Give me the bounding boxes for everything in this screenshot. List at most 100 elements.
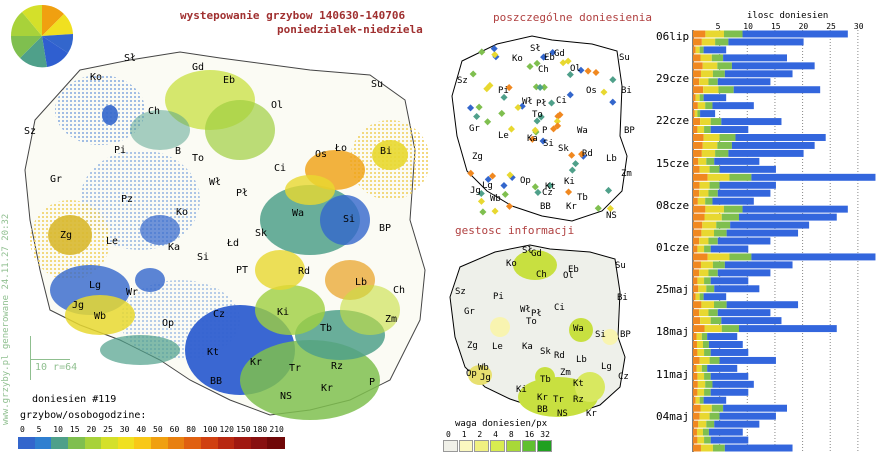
report-marker — [533, 59, 541, 67]
timeline-bar — [693, 62, 703, 70]
reports-region-label: Wb — [490, 194, 501, 204]
map-subtitle: poniedzialek-niedziela — [277, 23, 423, 36]
legend-title: grzybow/osobogodzine: — [20, 410, 147, 421]
legend-swatch — [250, 437, 268, 449]
timeline-bar — [706, 420, 715, 428]
timeline-bar — [699, 189, 709, 197]
timeline-bar — [705, 30, 724, 38]
density-region-label: Kr — [586, 409, 597, 419]
timeline-bar — [693, 436, 698, 444]
density-legend-value: 4 — [493, 430, 498, 439]
reports-region-label: Wa — [577, 126, 588, 136]
timeline-bar — [693, 325, 705, 333]
timeline-bar — [693, 102, 698, 110]
timeline-bar — [698, 285, 707, 293]
timeline-bar — [704, 348, 711, 356]
timeline-bar — [729, 253, 752, 261]
timeline-bar — [729, 173, 752, 181]
timeline-bar — [696, 341, 703, 348]
timeline-day-label: 29cze — [656, 72, 690, 86]
timeline-bar — [702, 341, 709, 348]
timeline-bar — [693, 173, 708, 181]
timeline-day-label: 18maj — [656, 325, 690, 339]
pie-logo — [10, 4, 74, 68]
report-marker — [604, 186, 613, 195]
reports-count: doniesien #119 — [32, 394, 117, 405]
timeline-bar — [739, 325, 837, 333]
density-region-label: Pł — [531, 309, 542, 319]
reports-region-label: Rd — [582, 149, 593, 159]
reports-region-label: Zg — [472, 152, 483, 162]
timeline-bar — [709, 356, 720, 364]
density-region-label: Wb — [478, 363, 489, 373]
timeline-bar — [719, 134, 736, 141]
density-legend-swatch — [490, 440, 505, 452]
timeline-bar — [693, 78, 700, 86]
timeline-bar — [703, 134, 720, 141]
timeline-bar — [717, 309, 771, 317]
legend-value: 10 — [53, 425, 63, 434]
timeline-bar — [735, 134, 826, 141]
timeline-bar — [723, 205, 743, 213]
timeline-bar — [698, 420, 707, 428]
timeline-bar — [693, 213, 705, 221]
legend-value: 5 — [36, 425, 42, 434]
density-region-label: Su — [615, 261, 626, 271]
timeline-bar — [696, 364, 702, 372]
timeline-axis-title: ilosc doniesien — [747, 11, 829, 21]
density-region-label: BP — [620, 330, 631, 340]
timeline-tick: 5 — [715, 22, 721, 31]
report-marker — [478, 48, 486, 56]
timeline-bar — [708, 309, 718, 317]
timeline-bar — [714, 301, 727, 309]
legend-swatch — [217, 437, 235, 449]
density-legend-value: 0 — [446, 430, 451, 439]
reports-region-label: Gd — [554, 49, 565, 59]
density-region-label: Zm — [560, 368, 571, 378]
timeline-bar — [693, 293, 696, 301]
report-marker — [554, 122, 562, 130]
timeline-bar — [717, 141, 732, 149]
legend-swatch — [34, 437, 52, 449]
density-region-label: Op — [466, 369, 477, 379]
timeline-bar — [693, 221, 703, 229]
timeline-bar — [697, 110, 701, 118]
main-map — [24, 51, 430, 420]
timeline-bar — [693, 165, 700, 173]
timeline-bar — [697, 380, 706, 388]
legend-swatch — [51, 437, 69, 449]
timeline-bar — [708, 189, 718, 197]
density-region-label: Sz — [455, 287, 466, 297]
timeline-bar — [693, 428, 697, 436]
timeline-bar — [742, 30, 848, 38]
timeline-bar — [693, 141, 703, 149]
timeline-bar — [712, 70, 725, 78]
report-marker — [475, 103, 483, 111]
density-region-label: Gr — [464, 307, 475, 317]
density-region-label: Eb — [568, 265, 579, 275]
density-region-label: Sk — [540, 347, 551, 357]
timeline-bar — [693, 269, 700, 277]
reports-region-label: Sk — [558, 144, 569, 154]
density-map — [440, 237, 645, 417]
reports-region-label: BB — [540, 202, 551, 212]
reports-region-label: Gr — [469, 124, 480, 134]
report-marker — [505, 202, 514, 210]
timeline-bar — [704, 325, 722, 333]
report-marker — [553, 117, 561, 125]
timeline-bar — [715, 38, 729, 46]
reports-region-label: Kr — [566, 202, 577, 212]
timeline-tick: 15 — [770, 22, 781, 31]
reports-region-label: Lb — [606, 154, 617, 164]
legend-swatch — [67, 437, 85, 449]
timeline-bar — [724, 261, 793, 269]
timeline-bar — [721, 213, 740, 221]
report-marker — [479, 208, 487, 216]
legend-swatch — [101, 437, 119, 449]
timeline-bar — [693, 356, 700, 364]
density-legend-value: 2 — [477, 430, 483, 439]
density-map-title: gestosc informacji — [455, 224, 575, 237]
timeline-bar — [701, 149, 716, 157]
timeline-bar — [708, 78, 718, 86]
reports-region-label: To — [532, 110, 543, 120]
